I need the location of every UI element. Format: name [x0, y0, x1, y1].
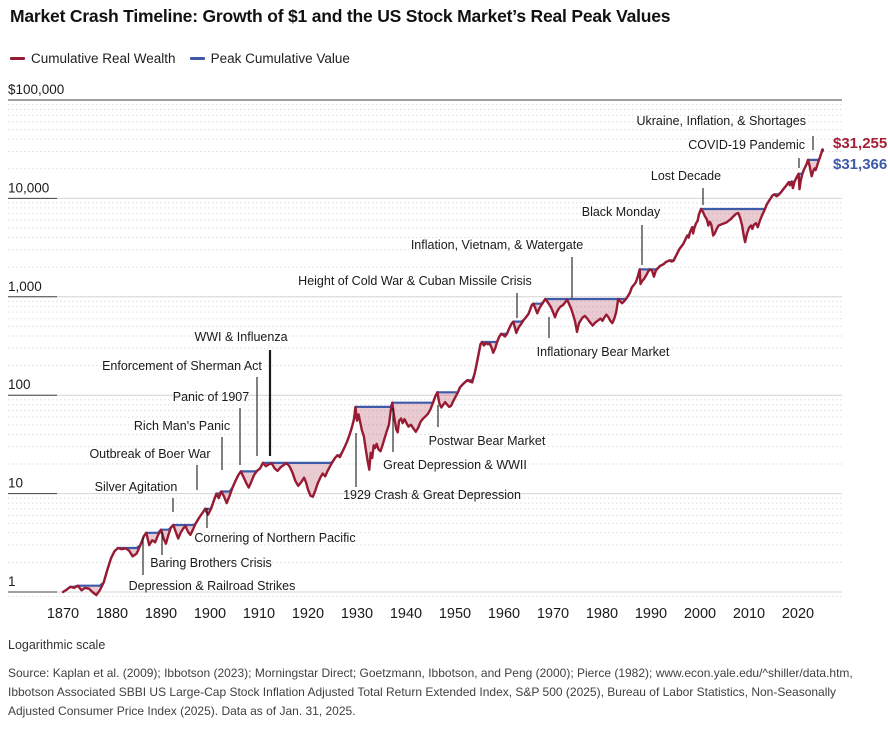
annotation-label: Depression & Railroad Strikes — [129, 579, 296, 593]
source-line: Ibbotson Associated SBBI US Large-Cap St… — [8, 685, 837, 700]
annotation-label: COVID-19 Pandemic — [688, 138, 805, 152]
y-axis-label: 100 — [8, 377, 31, 392]
annotation-label: Height of Cold War & Cuban Missile Crisi… — [298, 274, 532, 288]
x-axis-label: 2000 — [684, 606, 716, 622]
source-line: Source: Kaplan et al. (2009); Ibbotson (… — [8, 666, 853, 680]
x-axis-label: 1900 — [194, 606, 226, 622]
annotation-label: Rich Man's Panic — [134, 419, 230, 433]
annotation-label: Cornering of Northern Pacific — [194, 531, 355, 545]
end-value-cumulative-real-wealth: $31,255 — [833, 135, 887, 152]
y-axis-label: 10,000 — [8, 180, 49, 195]
source-text: Source: Kaplan et al. (2009); Ibbotson (… — [8, 664, 884, 722]
source-line: Adjusted Consumer Price Index (2025). Da… — [8, 704, 356, 719]
x-axis-label: 1930 — [341, 606, 373, 622]
x-axis-label: 1890 — [145, 606, 177, 622]
x-axis-label: 1960 — [488, 606, 520, 622]
y-axis-label: $100,000 — [8, 82, 64, 97]
x-axis-label: 1940 — [390, 606, 422, 622]
legend: Cumulative Real Wealth Peak Cumulative V… — [10, 51, 350, 66]
x-axis-label: 1950 — [439, 606, 471, 622]
annotation-label: Great Depression & WWII — [383, 458, 527, 472]
annotation-label: Lost Decade — [651, 169, 721, 183]
x-axis-label: 1910 — [243, 606, 275, 622]
cumulative-real-wealth-line — [61, 148, 825, 597]
x-axis-label: 1990 — [635, 606, 667, 622]
annotation-label: Outbreak of Boer War — [89, 447, 210, 461]
x-axis-label: 1870 — [47, 606, 79, 622]
annotation-label: Black Monday — [582, 205, 661, 219]
x-axis-label: 1980 — [586, 606, 618, 622]
x-axis-label: 1880 — [96, 606, 128, 622]
annotation-label: Ukraine, Inflation, & Shortages — [636, 114, 806, 128]
annotation-label: Baring Brothers Crisis — [150, 556, 272, 570]
log-scale-note: Logarithmic scale — [8, 638, 106, 652]
annotation-label: 1929 Crash & Great Depression — [343, 488, 521, 502]
annotation-label: Inflation, Vietnam, & Watergate — [411, 238, 583, 252]
end-value-peak-cumulative-value: $31,366 — [833, 156, 887, 173]
blue-line-swatch-icon — [189, 57, 205, 60]
annotation-label: Postwar Bear Market — [429, 434, 546, 448]
y-axis-label: 10 — [8, 476, 23, 491]
legend-item-peak-cumulative-value: Peak Cumulative Value — [189, 51, 350, 66]
x-axis-label: 1970 — [537, 606, 569, 622]
red-line-swatch-icon — [10, 57, 25, 60]
page-title: Market Crash Timeline: Growth of $1 and … — [10, 6, 671, 26]
x-axis-label: 2020 — [782, 606, 814, 622]
legend-label: Peak Cumulative Value — [210, 51, 350, 66]
legend-label: Cumulative Real Wealth — [31, 51, 176, 66]
annotation-label: Silver Agitation — [95, 480, 178, 494]
legend-item-cumulative-real-wealth: Cumulative Real Wealth — [10, 51, 176, 66]
annotation-label: Inflationary Bear Market — [537, 345, 670, 359]
y-axis-label: 1,000 — [8, 279, 42, 294]
annotation-label: WWI & Influenza — [194, 330, 287, 344]
annotation-label: Panic of 1907 — [173, 390, 249, 404]
y-axis-label: 1 — [8, 574, 16, 589]
x-axis-label: 1920 — [292, 606, 324, 622]
x-axis-label: 2010 — [733, 606, 765, 622]
annotation-label: Enforcement of Sherman Act — [102, 359, 262, 373]
